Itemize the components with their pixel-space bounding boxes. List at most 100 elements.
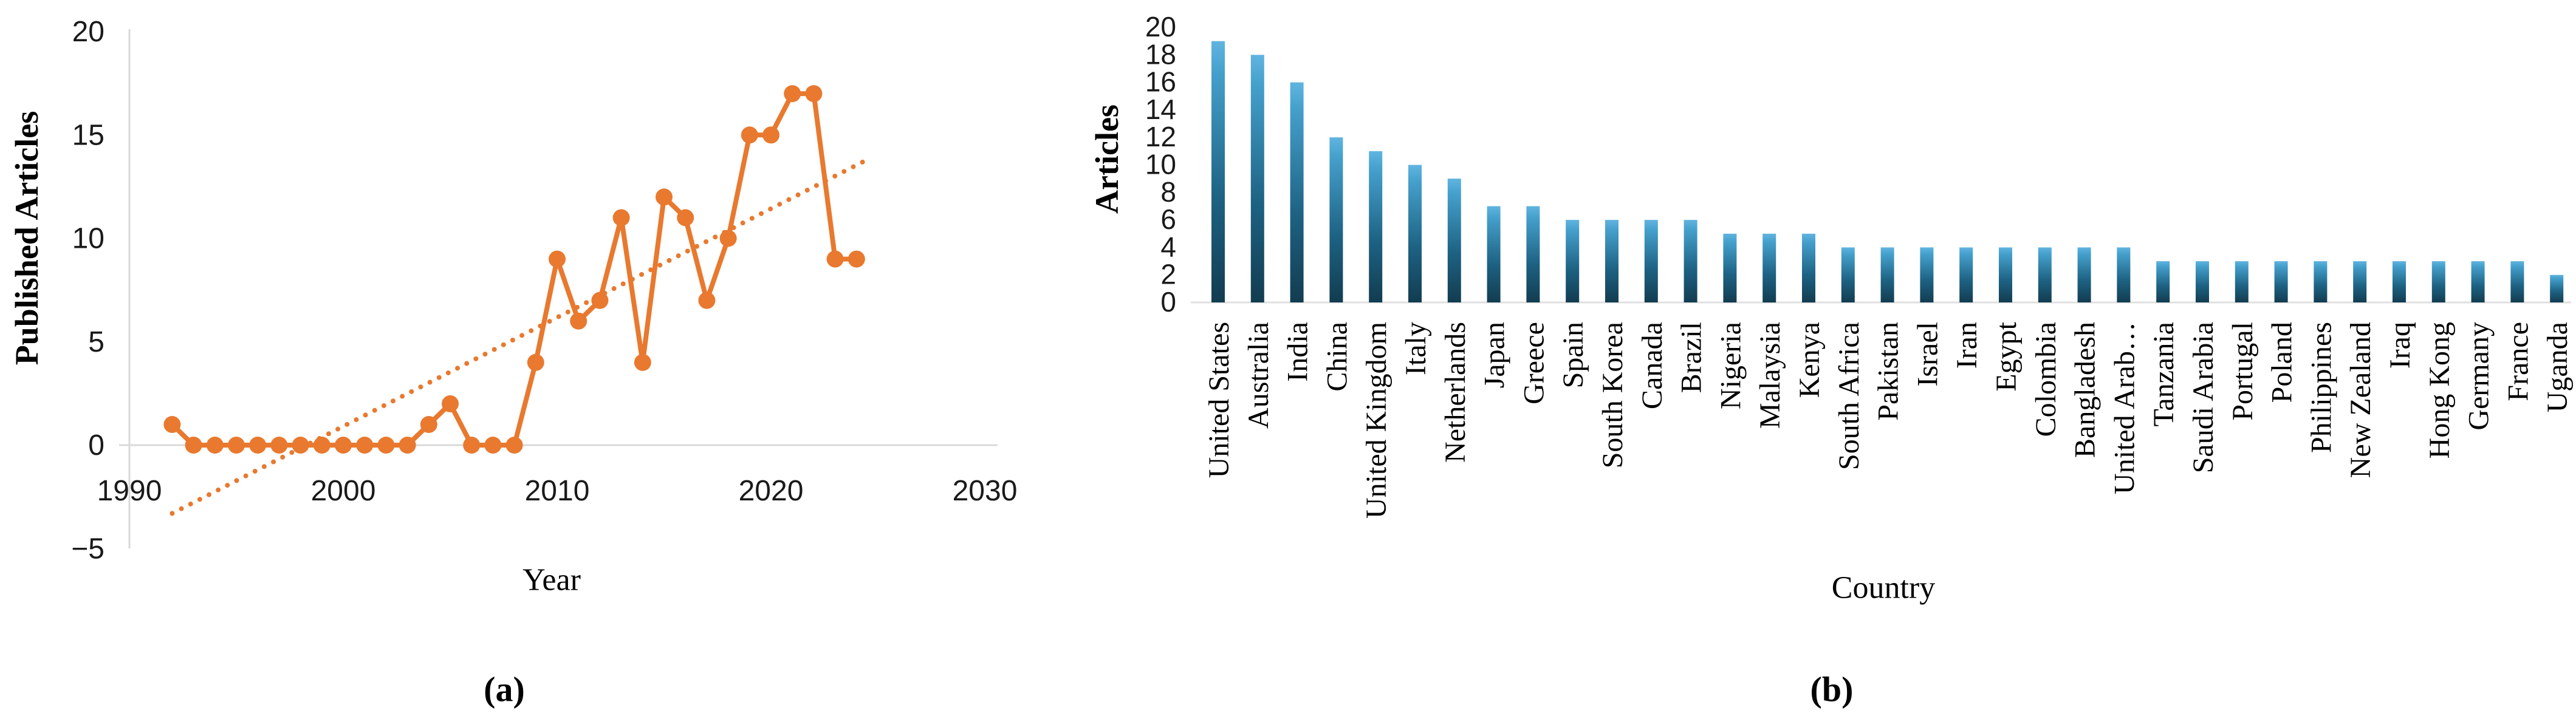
bar-greece [1526, 206, 1540, 302]
bar-nigeria [1723, 233, 1737, 303]
x-tick-label: 2020 [739, 475, 804, 507]
country-label: China [1321, 322, 1353, 392]
y-tick-label: 16 [1145, 66, 1176, 98]
country-label: South Korea [1597, 322, 1629, 468]
country-label: Saudi Arabia [2187, 322, 2219, 473]
bar-portugal [2235, 261, 2249, 302]
panel-a-caption: (a) [484, 669, 525, 709]
data-point-2020 [762, 126, 779, 144]
data-point-2006 [463, 437, 481, 454]
y-tick-label: 12 [1145, 121, 1176, 152]
country-label: United Kingdom [1360, 322, 1392, 519]
data-point-1992 [163, 416, 181, 433]
country-label: United Arab… [2108, 322, 2140, 494]
data-point-2018 [719, 230, 737, 247]
data-point-1996 [249, 437, 267, 454]
bar-south-korea [1605, 220, 1619, 302]
country-label: France [2502, 322, 2534, 401]
bar-iraq [2393, 261, 2406, 302]
country-label: Hong Kong [2424, 322, 2456, 459]
data-point-2008 [505, 437, 523, 454]
bar-iran [1959, 247, 1973, 302]
bar-south-africa [1841, 247, 1855, 302]
data-point-2007 [484, 437, 502, 454]
country-label: Australia [1242, 322, 1275, 429]
bar-japan [1487, 206, 1501, 302]
y-tick-label: −5 [71, 533, 104, 565]
panel-b-caption: (b) [1810, 669, 1854, 709]
data-point-2001 [356, 437, 374, 454]
bar-kenya [1802, 233, 1815, 303]
x-tick-label: 2010 [525, 475, 590, 507]
data-point-2002 [377, 437, 395, 454]
data-point-2019 [741, 126, 758, 144]
y-tick-label: 6 [1160, 203, 1176, 235]
country-label: Pakistan [1872, 322, 1905, 421]
data-point-1998 [292, 437, 309, 454]
y-tick-label: 20 [1145, 11, 1176, 43]
x-tick-label: 2030 [953, 475, 1018, 507]
data-point-2009 [527, 353, 544, 371]
country-label: Greece [1518, 322, 1550, 404]
country-label: Iraq [2384, 322, 2416, 369]
bar-germany [2471, 261, 2485, 302]
data-point-2021 [784, 85, 801, 103]
y-tick-label: 14 [1145, 94, 1176, 125]
y-tick-label: 8 [1160, 176, 1176, 208]
bar-netherlands [1447, 179, 1461, 302]
bar-united-arab- [2117, 247, 2131, 302]
bar-india [1290, 82, 1304, 302]
data-point-2004 [420, 416, 437, 433]
country-label: Portugal [2227, 322, 2259, 421]
data-point-1994 [206, 437, 224, 454]
bar-philippines [2314, 261, 2328, 302]
bar-china [1329, 137, 1343, 302]
bar-israel [1920, 247, 1934, 302]
data-point-2014 [634, 353, 651, 371]
y-tick-label: 5 [88, 326, 104, 358]
bar-uganda [2550, 274, 2564, 302]
bar-spain [1566, 220, 1580, 302]
bar-brazil [1684, 220, 1697, 302]
data-point-2022 [805, 85, 823, 103]
country-label: Malaysia [1754, 322, 1786, 429]
country-label: New Zealand [2345, 322, 2377, 478]
data-point-2012 [591, 292, 609, 309]
data-point-2011 [570, 312, 587, 330]
bar-saudi-arabia [2196, 261, 2209, 302]
y-tick-label: 4 [1160, 231, 1176, 262]
country-label: Spain [1557, 322, 1589, 388]
country-label: Italy [1400, 322, 1432, 375]
country-label: Kenya [1793, 322, 1826, 398]
data-point-2016 [677, 209, 694, 227]
x-tick-label: 1990 [97, 475, 162, 507]
country-label: Netherlands [1439, 322, 1471, 463]
country-label: Nigeria [1714, 322, 1747, 409]
country-label: Poland [2266, 322, 2298, 403]
country-label: Japan [1479, 322, 1511, 388]
country-label: India [1282, 322, 1314, 382]
data-point-2000 [335, 437, 352, 454]
panel-a-x-axis-title: Year [522, 562, 581, 598]
bar-egypt [1999, 247, 2012, 302]
y-tick-label: 0 [88, 429, 104, 462]
y-tick-label: 18 [1145, 38, 1176, 70]
y-tick-label: 0 [1160, 286, 1176, 318]
data-point-2003 [399, 437, 416, 454]
x-tick-label: 2000 [311, 475, 376, 507]
country-label: Uganda [2541, 322, 2574, 412]
country-label: Germany [2463, 322, 2495, 431]
bar-malaysia [1762, 233, 1776, 303]
country-label: Philippines [2305, 322, 2337, 453]
bar-colombia [2038, 247, 2052, 302]
data-point-2023 [826, 250, 844, 268]
bar-united-kingdom [1369, 151, 1383, 302]
bar-italy [1408, 165, 1422, 302]
country-label: Colombia [2030, 322, 2062, 437]
data-point-1997 [270, 437, 288, 454]
country-label: South Africa [1833, 322, 1865, 470]
bar-bangladesh [2077, 247, 2091, 302]
data-point-2015 [656, 188, 673, 206]
bar-united-states [1211, 41, 1225, 302]
